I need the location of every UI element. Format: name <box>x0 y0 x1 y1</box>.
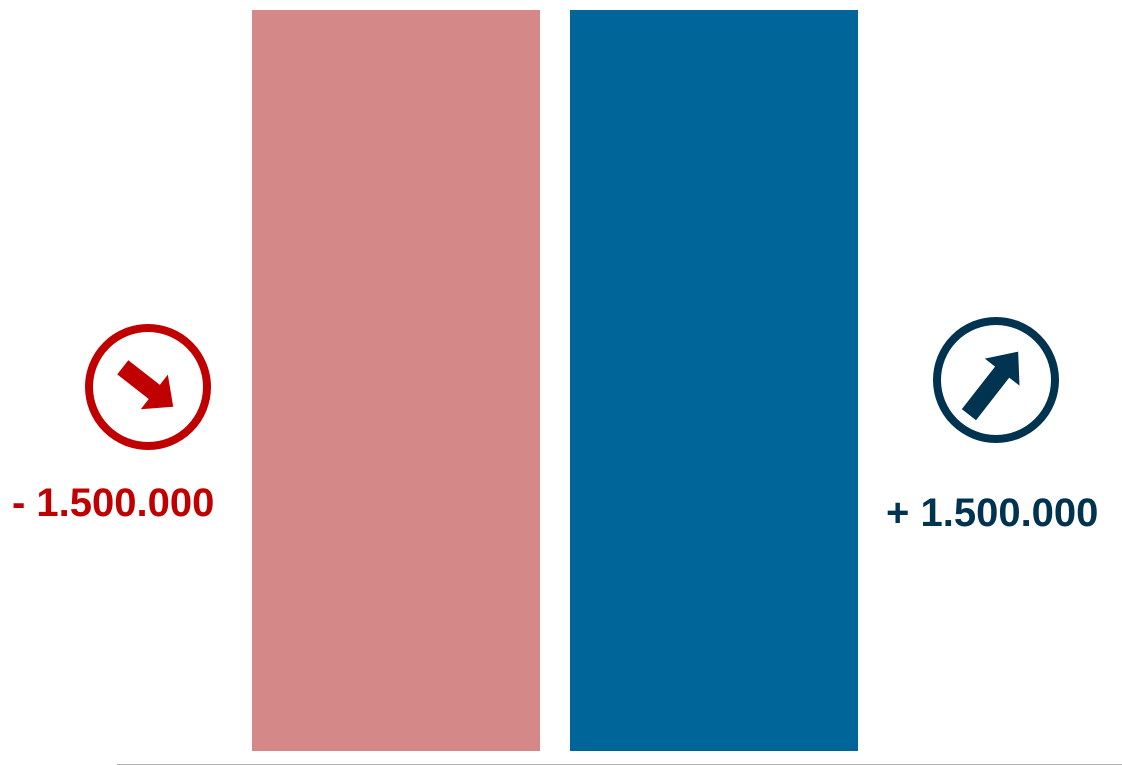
increase-value-label: + 1.500.000 <box>886 491 1099 535</box>
bars-group <box>252 10 858 751</box>
arrow-up-right-circle-icon <box>933 317 1059 443</box>
bar-2 <box>570 10 858 751</box>
decrease-value-label: - 1.500.000 <box>12 481 215 525</box>
arrow-down-right-circle-icon <box>85 324 211 450</box>
bar-1 <box>252 10 540 751</box>
